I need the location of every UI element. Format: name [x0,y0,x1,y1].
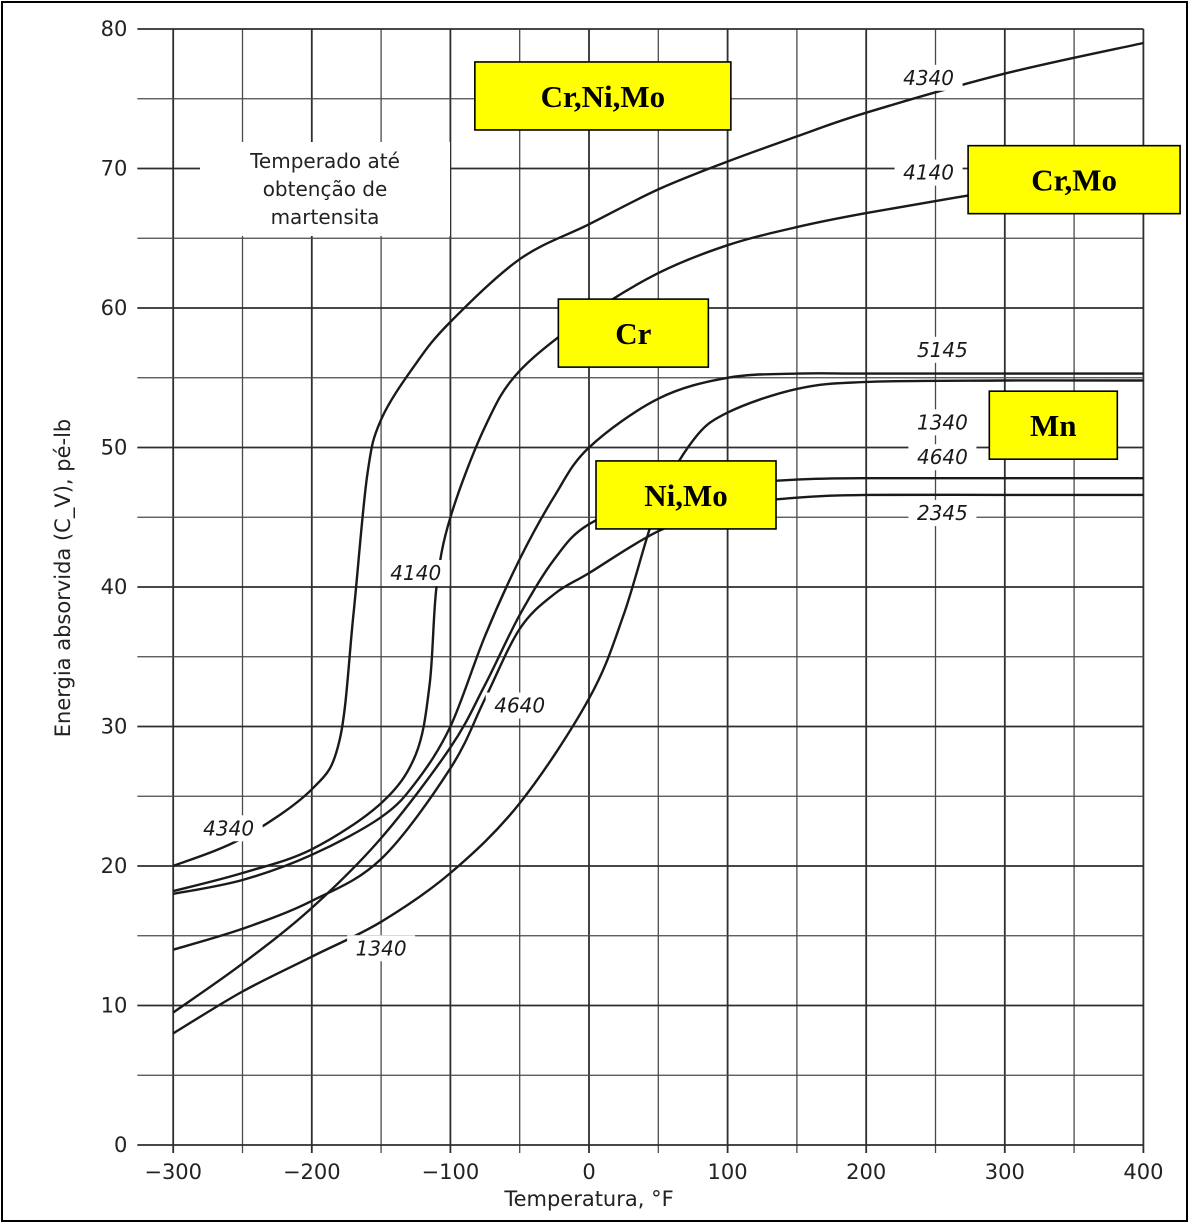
curve-2345 [172,493,1144,951]
element-tag-box [557,298,710,368]
curve-label-text: 1340 [356,936,407,960]
element-tag-label: Mn [1030,408,1077,443]
curve-label-background [908,336,977,363]
curve-label-text: 4640 [917,445,968,469]
curve-label-4140: 4140 [381,560,450,587]
curve-label-2345: 2345 [908,500,977,527]
y-tick-label: 50 [101,436,128,460]
element-tag: Ni,Mo [595,460,777,530]
curve-label-1340: 1340 [908,409,977,436]
x-tick-label: −200 [283,1160,341,1184]
curve-label-4140: 4140 [894,159,963,186]
curve-label-background [381,560,450,587]
y-tick-label: 10 [101,994,128,1018]
curve-label-4340: 4340 [194,815,263,842]
element-tag-box [967,144,1181,215]
annotation-line-3: martensita [271,205,380,229]
curve-label-background [894,159,963,186]
x-tick-label: 400 [1123,1160,1163,1184]
curve-label-1340: 1340 [347,935,416,962]
data-curves [172,41,1144,1035]
curve-label-background [908,409,977,436]
y-tick-label: 20 [101,854,128,878]
element-tag: Cr [557,298,710,368]
element-tag-label: Cr [615,316,651,351]
curve-label-4340: 4340 [894,64,963,91]
x-tick-label: 300 [985,1160,1025,1184]
annotation-note: Temperado até obtenção de martensita [200,142,450,236]
curve-label-background [894,64,963,91]
y-tick-label: 60 [101,296,128,320]
element-tag: Cr,Ni,Mo [474,61,732,131]
curve-5145 [172,372,1144,896]
curve-label-background [908,444,977,471]
curve-label-text: 4140 [390,561,441,585]
curve-label-background [485,692,554,719]
x-tick-label: −300 [144,1160,202,1184]
y-axis-label: Energia absorvida (C_V), pé-lb [51,419,76,738]
curve-label-text: 5145 [917,338,968,362]
curve-4140 [172,167,1144,893]
curve-label-text: 4640 [494,694,545,718]
x-tick-label: 100 [708,1160,748,1184]
curve-4340 [172,41,1144,868]
element-tag-box [988,390,1119,460]
curve-label-text: 4140 [903,161,954,185]
y-tick-label: 30 [101,715,128,739]
y-tick-label: 40 [101,575,128,599]
element-tag-box [595,460,777,530]
annotation-background [200,142,450,236]
curve-label-background [347,935,416,962]
axis-ticks: −300 −200 −100 0 100 200 300 400 0 10 20 30 40 50 60 70… [101,17,1164,1184]
element-tag: Cr,Mo [967,144,1181,215]
curve-label-text: 1340 [917,410,968,434]
x-axis-label: Temperatura, °F [503,1187,673,1211]
curve-label-text: 2345 [917,501,968,525]
curve-label-4640: 4640 [908,444,977,471]
element-tag: Mn [988,390,1119,460]
x-tick-label: 200 [846,1160,886,1184]
y-tick-label: 80 [101,17,128,41]
curve-label-5145: 5145 [908,336,977,363]
x-tick-label: −100 [422,1160,480,1184]
curve-labels: 4340 4140 5145 1340 4640 2345 4340 4140 4640 1340 [194,64,977,962]
annotation-line-2: obtenção de [263,177,388,201]
curve-label-background [194,815,263,842]
element-tag-label: Cr,Ni,Mo [541,79,666,114]
curve-label-background [908,500,977,527]
curve-1340 [172,379,1144,1035]
y-tick-label: 0 [114,1133,127,1157]
element-tags: Cr,Ni,Mo Cr,Mo Cr Mn Ni,Mo [474,61,1181,530]
curve-label-text: 4340 [203,816,254,840]
element-tag-label: Ni,Mo [644,478,728,513]
curve-label-4640: 4640 [485,692,554,719]
y-tick-label: 70 [101,157,128,181]
element-tag-box [474,61,732,131]
element-tag-label: Cr,Mo [1031,163,1117,198]
curve-label-text: 4340 [903,66,954,90]
annotation-line-1: Temperado até [249,149,400,173]
x-tick-label: 0 [582,1160,595,1184]
